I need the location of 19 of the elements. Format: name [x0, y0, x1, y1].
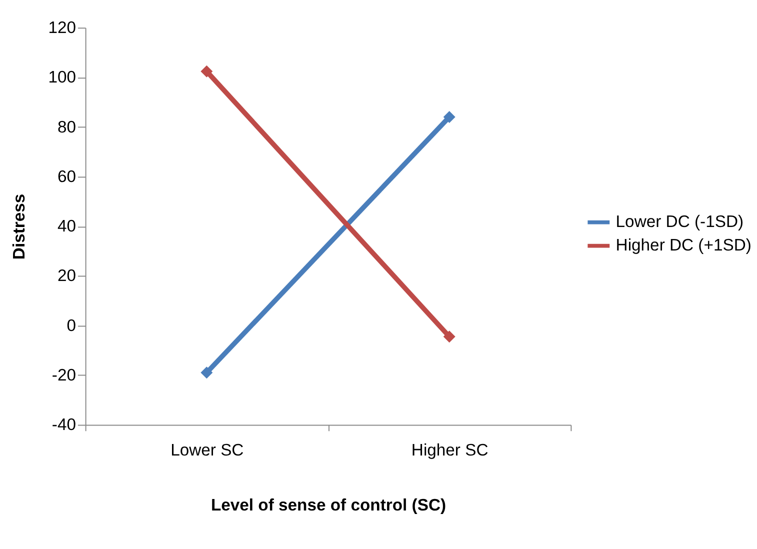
y-tick-label: 60 [57, 166, 76, 186]
legend-label: Higher DC (+1SD) [616, 236, 752, 255]
y-tick-label: 120 [48, 18, 76, 38]
x-tick-label: Lower SC [170, 440, 244, 460]
y-axis-title: Distress [10, 194, 29, 260]
point [200, 65, 213, 78]
x-axis-title: Level of sense of control (SC) [210, 496, 446, 515]
point [200, 366, 213, 379]
y-tick-label: 40 [57, 216, 76, 236]
y-tick-label: -40 [52, 415, 76, 434]
point [443, 330, 456, 343]
y-tick-label: 80 [57, 117, 76, 136]
x-tick-label: Higher SC [411, 440, 488, 460]
y-tick-label: 0 [66, 316, 76, 335]
y-tick-label: -20 [52, 366, 76, 385]
legend-label: Lower DC (-1SD) [616, 212, 744, 232]
y-tick-label: 20 [57, 266, 76, 286]
y-tick-label: 100 [48, 68, 76, 87]
point [443, 110, 456, 123]
